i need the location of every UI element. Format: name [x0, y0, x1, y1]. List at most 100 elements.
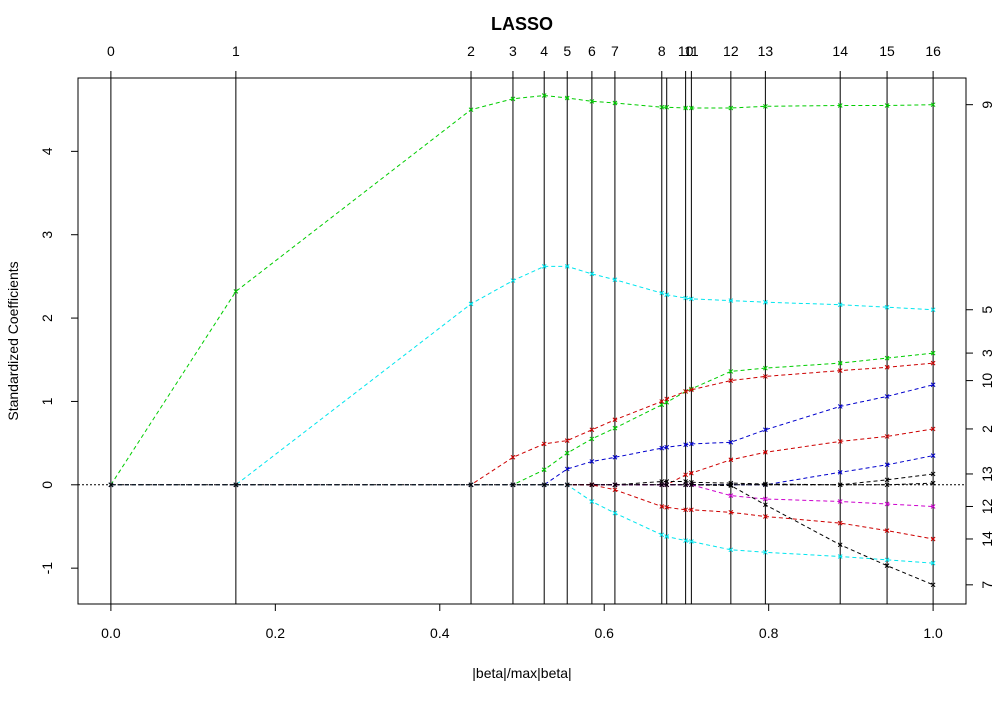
coef-point: [728, 493, 734, 498]
coef-point: [510, 482, 516, 488]
coef-point: [884, 394, 890, 399]
coef-path-5: [110, 428, 934, 486]
coef-point: [564, 450, 570, 456]
step-lines: [78, 78, 966, 604]
coef-path-4: [110, 384, 934, 486]
coef-point: [930, 560, 936, 566]
coef-point: [589, 271, 595, 277]
right-tick-label: 13: [979, 466, 995, 482]
coef-point: [763, 496, 768, 502]
coef-point: [612, 277, 618, 283]
coef-point: [837, 499, 843, 504]
coef-point: [468, 107, 474, 113]
coef-point: [683, 538, 688, 544]
coef-point: [589, 499, 595, 504]
top-tick-label: 4: [540, 43, 548, 59]
coef-point: [564, 466, 570, 472]
coef-point: [541, 467, 547, 473]
coef-point: [612, 100, 618, 106]
coef-point: [728, 457, 734, 463]
coef-point: [763, 502, 768, 508]
coef-point: [930, 480, 936, 486]
coef-point: [589, 98, 595, 104]
coef-point: [683, 389, 688, 394]
coef-path-0: [110, 94, 934, 486]
coef-point: [884, 557, 890, 563]
top-tick-label: 5: [563, 43, 571, 59]
coef-point: [837, 368, 843, 373]
x-tick-label: 0.2: [266, 625, 286, 641]
coef-point: [541, 264, 547, 269]
coef-point: [728, 547, 734, 553]
coef-point: [564, 438, 570, 443]
coef-point: [689, 441, 694, 447]
top-tick-label: 11: [684, 43, 699, 59]
coef-point: [689, 296, 694, 302]
coef-point: [664, 396, 670, 402]
right-tick-label: 3: [979, 349, 995, 357]
coef-point: [664, 444, 670, 450]
coef-point: [659, 532, 665, 538]
coef-point: [837, 360, 843, 366]
coef-point: [233, 482, 239, 488]
coef-point: [233, 289, 239, 294]
coef-point: [884, 528, 890, 533]
coef-point: [884, 501, 890, 507]
top-tick-label: 15: [879, 43, 895, 59]
coef-point: [763, 549, 768, 555]
x-tick-label: 0.4: [430, 625, 450, 641]
coef-point: [612, 482, 618, 488]
top-tick-label: 6: [588, 43, 596, 59]
coef-point: [664, 104, 670, 110]
coef-point: [664, 292, 670, 298]
coef-point: [589, 459, 595, 464]
coef-point: [664, 534, 670, 539]
coef-point: [612, 417, 618, 423]
coef-point: [837, 439, 843, 444]
top-tick-label: 12: [723, 43, 739, 59]
coef-point: [510, 96, 516, 102]
coef-point: [837, 520, 843, 526]
right-tick-label: 2: [979, 425, 995, 433]
right-tick-label: 14: [979, 531, 995, 547]
coef-point: [930, 536, 936, 542]
coef-point: [659, 504, 665, 509]
top-tick-label: 1: [232, 43, 240, 59]
right-tick-label: 7: [979, 581, 995, 589]
top-tick-label: 10: [678, 43, 694, 59]
coef-point: [659, 482, 665, 488]
coef-point: [510, 454, 516, 460]
coef-point: [837, 469, 843, 475]
coef-point: [763, 374, 768, 379]
coef-point: [689, 105, 694, 111]
coef-point: [689, 387, 694, 393]
coef-point: [659, 445, 665, 451]
coef-point: [683, 442, 688, 448]
coef-point: [930, 453, 936, 458]
coef-point: [612, 487, 618, 493]
y-tick-label: 4: [39, 147, 55, 155]
plot-frame: [77, 77, 967, 605]
coef-point: [728, 378, 734, 383]
coef-point: [468, 482, 474, 488]
coef-point: [763, 103, 768, 109]
coef-point: [728, 483, 734, 488]
x-tick-label: 0.6: [594, 625, 614, 641]
coef-point: [689, 482, 694, 488]
coef-point: [930, 307, 936, 313]
coef-point: [659, 290, 665, 296]
y-tick-label: -1: [39, 562, 55, 575]
x-tick-label: 1.0: [923, 625, 943, 641]
x-tick-label: 0.0: [101, 625, 121, 641]
coef-path-11: [110, 484, 934, 564]
coef-point: [728, 369, 734, 374]
right-tick-label: 9: [979, 101, 995, 109]
top-tick-label: 14: [832, 43, 848, 59]
coef-point: [689, 386, 694, 392]
top-tick-label: 0: [107, 43, 115, 59]
coef-point: [884, 364, 890, 370]
coef-point: [589, 482, 595, 488]
coef-path-9: [110, 484, 934, 507]
